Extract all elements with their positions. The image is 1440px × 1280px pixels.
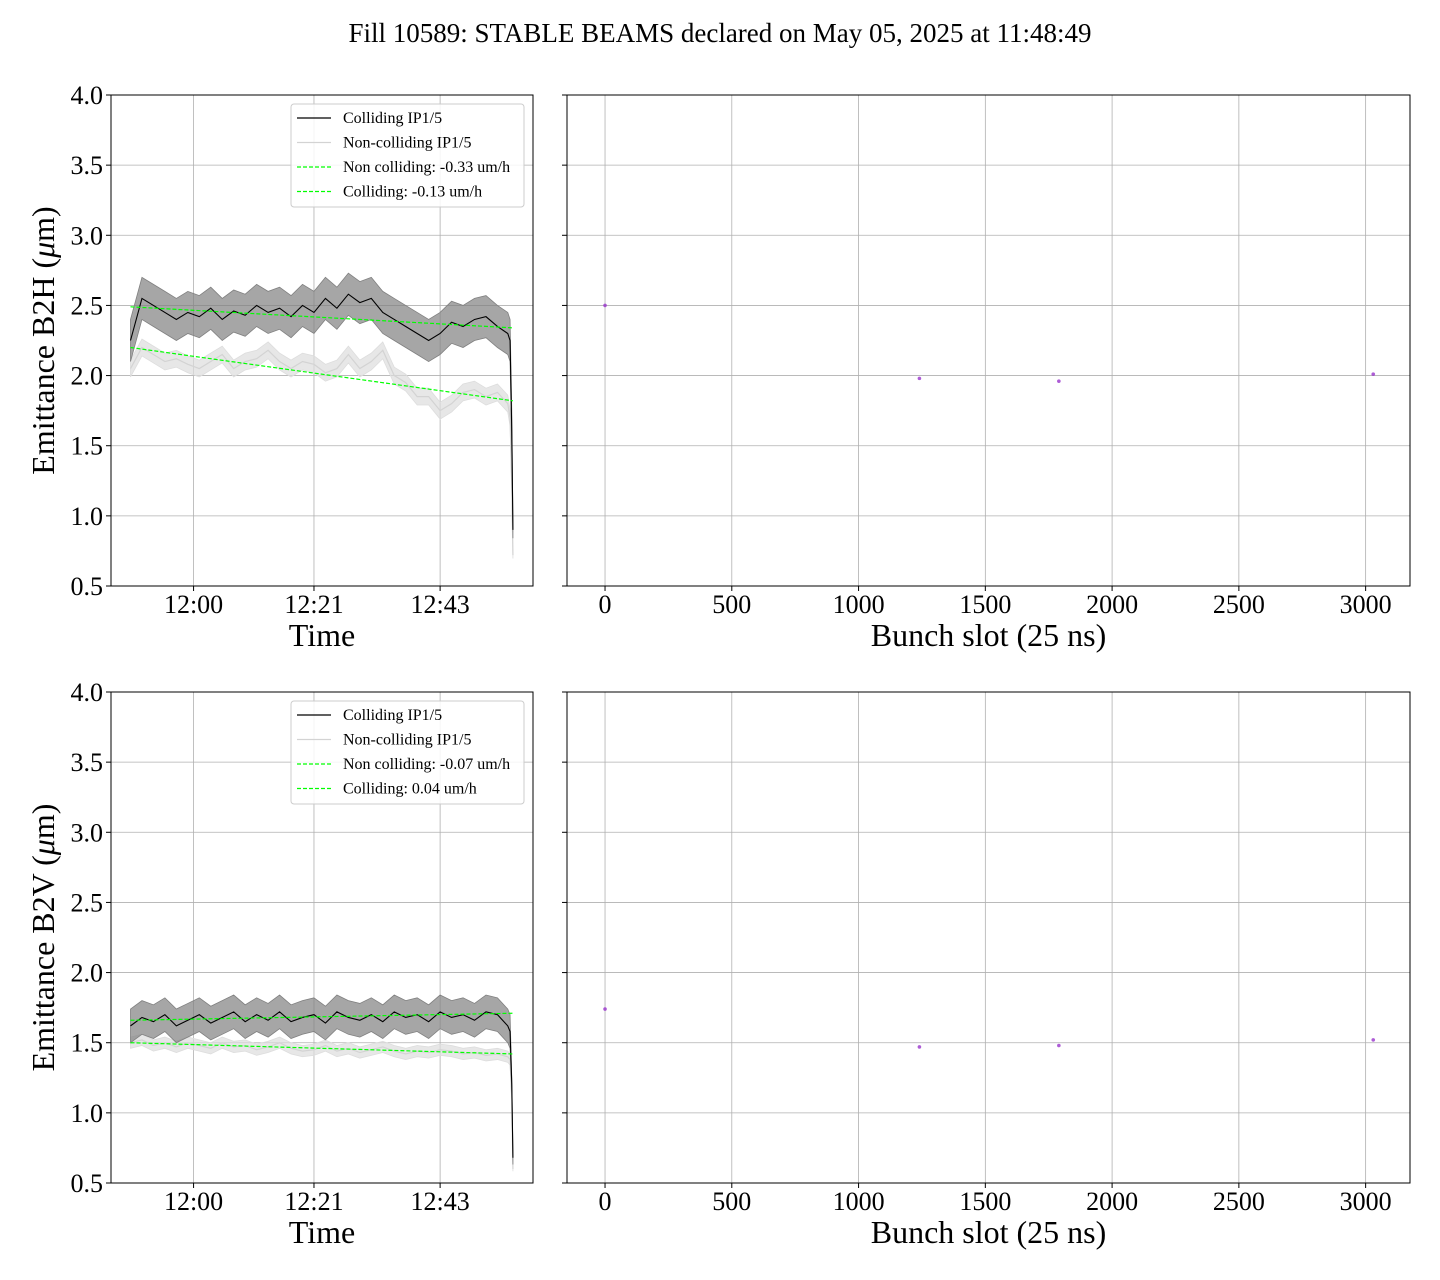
y-tick-label: 3.0 — [71, 818, 104, 847]
y-tick-label: 0.5 — [71, 572, 104, 601]
y-tick-label: 2.0 — [71, 959, 104, 988]
x-tick-label: 12:00 — [164, 1187, 223, 1216]
legend: Colliding IP1/5 Non-colliding IP1/5 Non co… — [290, 700, 525, 805]
bunch-point — [1057, 379, 1061, 383]
axes-frame — [566, 691, 1411, 1184]
legend-entry: Colliding: -0.13 um/h — [343, 184, 482, 201]
subplot-1: 12:00 12:21 12:43 0.5 1.0 1.5 2.0 2.5 3.0 3.5 4.0 T… — [25, 81, 534, 653]
y-tick-label: 4.0 — [71, 678, 104, 707]
noncolliding-series-band — [130, 338, 514, 559]
x-axis-label: Time — [289, 1214, 355, 1250]
y-tick-label: 4.0 — [71, 81, 104, 110]
bunch-point — [1057, 1043, 1061, 1048]
subplot-2: 0 500 1000 1500 2000 2500 3000 Bunch slot (25 n… — [562, 94, 1411, 653]
noncolliding-series-line — [129, 346, 514, 556]
x-tick-label: 12:43 — [410, 590, 469, 619]
bunch-point — [603, 303, 607, 308]
legend-box — [290, 700, 525, 805]
x-tick-label: 1500 — [959, 590, 1011, 619]
x-tick-label: 0 — [599, 1187, 612, 1216]
noncolliding-series-band — [130, 1033, 514, 1172]
y-tick-label: 1.0 — [71, 502, 104, 531]
x-tick-label: 1500 — [959, 1187, 1011, 1216]
legend-entry: Non-colliding IP1/5 — [343, 732, 471, 749]
legend-entry: Colliding IP1/5 — [343, 707, 442, 724]
y-axis-label-mu: μ — [25, 839, 61, 856]
x-tick-label: 3000 — [1340, 1187, 1392, 1216]
y-tick-label: 1.5 — [71, 432, 104, 461]
x-tick-label: 500 — [712, 590, 751, 619]
x-tick-label: 12:21 — [284, 590, 343, 619]
legend-box — [290, 103, 525, 208]
axes-frame — [110, 94, 534, 587]
legend-entry: Non colliding: -0.07 um/h — [343, 756, 510, 773]
x-tick-label: 1000 — [833, 1187, 885, 1216]
legend: Colliding IP1/5 Non-colliding IP1/5 Non co… — [290, 103, 525, 208]
bunch-point — [917, 376, 922, 381]
x-tick-label: 2000 — [1086, 590, 1138, 619]
colliding-series-band — [130, 994, 514, 1165]
bunch-point — [603, 1007, 607, 1011]
legend-entry: Non-colliding IP1/5 — [343, 135, 471, 152]
colliding-series-line — [130, 1011, 514, 1158]
subplot-3: 12:00 12:21 12:43 0.5 1.0 1.5 2.0 2.5 3.0 3.5 4.0 T… — [25, 678, 534, 1250]
legend-entry: Non colliding: -0.33 um/h — [343, 159, 510, 176]
x-tick-label: 2500 — [1213, 590, 1265, 619]
y-tick-label: 2.5 — [71, 291, 104, 320]
x-axis-label: Bunch slot (25 ns) — [871, 1214, 1107, 1250]
fit-noncolliding-line — [130, 1042, 513, 1055]
y-tick-label: 2.5 — [71, 888, 104, 917]
figure-title: Fill 10589: STABLE BEAMS declared on May… — [348, 18, 1092, 48]
axes-frame — [110, 691, 534, 1184]
bunch-point — [1371, 372, 1376, 376]
x-tick-label: 3000 — [1340, 590, 1392, 619]
x-axis-label: Time — [289, 617, 355, 653]
y-axis-label-text: Emittance B2V ( — [25, 855, 61, 1071]
x-axis-label: Bunch slot (25 ns) — [871, 617, 1107, 653]
bunch-point — [1371, 1038, 1376, 1042]
x-tick-label: 1000 — [833, 590, 885, 619]
y-axis-label-text: Emittance B2H ( — [25, 258, 61, 475]
y-tick-label: 2.0 — [71, 362, 104, 391]
y-tick-label: 1.5 — [71, 1029, 104, 1058]
y-tick-label: 3.5 — [71, 151, 104, 180]
x-tick-label: 12:00 — [164, 590, 223, 619]
bunch-point — [917, 1045, 922, 1049]
x-tick-label: 2500 — [1213, 1187, 1265, 1216]
y-axis-label: Emittance B2V (μm) — [25, 804, 61, 1072]
subplot-4: 0 500 1000 1500 2000 2500 3000 Bunch slot (25 n… — [562, 691, 1411, 1250]
x-tick-label: 0 — [599, 590, 612, 619]
colliding-series-band — [130, 272, 514, 539]
y-axis-label: Emittance B2H (μm) — [25, 206, 61, 474]
fit-noncolliding-line — [130, 346, 514, 402]
x-tick-label: 12:21 — [284, 1187, 343, 1216]
y-tick-label: 3.5 — [71, 748, 104, 777]
y-axis-label-unit: m) — [25, 206, 61, 242]
noncolliding-series-line — [130, 1039, 514, 1169]
y-axis-label-mu: μ — [25, 242, 61, 259]
x-tick-label: 12:43 — [410, 1187, 469, 1216]
colliding-series-line — [129, 293, 514, 530]
fit-colliding-line — [130, 306, 513, 329]
legend-entry: Colliding IP1/5 — [343, 110, 442, 127]
axes-frame — [566, 94, 1411, 587]
legend-entry: Colliding: 0.04 um/h — [343, 781, 477, 798]
y-tick-label: 3.0 — [71, 221, 104, 250]
x-tick-label: 2000 — [1086, 1187, 1138, 1216]
y-axis-label-unit: m) — [25, 804, 61, 840]
fit-colliding-line — [130, 1012, 513, 1021]
y-tick-label: 1.0 — [71, 1099, 104, 1128]
y-tick-label: 0.5 — [71, 1169, 104, 1198]
x-tick-label: 500 — [712, 1187, 751, 1216]
